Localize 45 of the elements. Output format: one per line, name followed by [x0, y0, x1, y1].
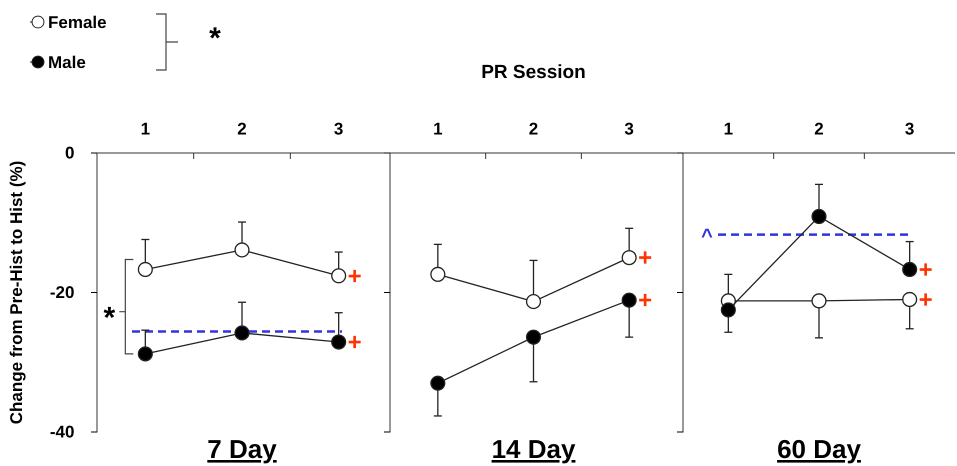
point — [331, 334, 346, 350]
legend-label: Male — [48, 53, 86, 72]
annotation: * — [103, 302, 116, 335]
y-axis-title: Change from Pre-Hist to Hist (%) — [7, 160, 26, 424]
point — [902, 292, 918, 308]
point — [622, 292, 637, 308]
x-tick-label: 3 — [334, 120, 344, 139]
point — [234, 325, 250, 340]
point — [138, 346, 153, 362]
x-tick-label: 1 — [724, 120, 734, 139]
text: 60 Day — [777, 434, 862, 464]
text: 7 Day — [207, 434, 278, 464]
x-tick-label: 2 — [814, 120, 824, 139]
x-tick-label: 1 — [140, 120, 150, 139]
x-tick-label: 2 — [528, 120, 538, 139]
annotation: + — [918, 286, 933, 314]
point — [138, 262, 153, 278]
annotation: + — [918, 256, 933, 284]
annotation: + — [638, 244, 652, 272]
point — [526, 330, 542, 345]
y-tick-label: -40 — [50, 422, 74, 442]
annotation: + — [348, 329, 362, 356]
point — [902, 262, 918, 278]
point — [430, 376, 446, 391]
text: * — [209, 22, 222, 55]
x-tick-label: 1 — [433, 120, 443, 139]
x-tick-label: 3 — [624, 120, 634, 139]
point — [430, 266, 446, 282]
point — [720, 302, 736, 318]
annotation: + — [348, 262, 362, 290]
ref-line-label: ^ — [701, 226, 714, 248]
point — [622, 250, 637, 266]
x-axis-title: PR Session — [481, 62, 586, 83]
y-tick-label: 0 — [64, 143, 74, 162]
point — [331, 268, 346, 284]
x-tick-label: 3 — [904, 120, 914, 139]
text: 14 Day — [492, 434, 576, 464]
legend-label: Female — [48, 13, 107, 32]
y-tick-label: -20 — [50, 282, 74, 302]
point — [811, 208, 827, 224]
x-tick-label: 2 — [237, 120, 247, 139]
point — [526, 294, 542, 310]
point — [811, 293, 827, 308]
annotation: + — [638, 287, 652, 314]
point — [234, 242, 250, 258]
